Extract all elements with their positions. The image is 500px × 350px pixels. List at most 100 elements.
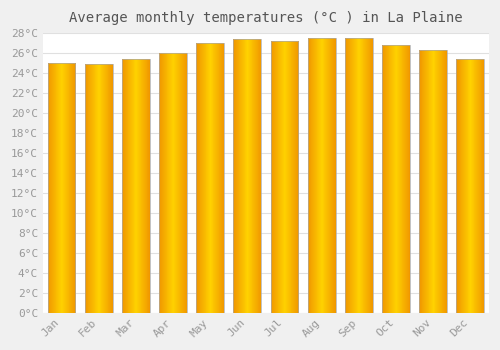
Bar	[394, 45, 395, 313]
Bar	[201, 43, 202, 313]
Bar	[366, 38, 368, 313]
Bar	[288, 41, 289, 313]
Bar	[330, 38, 331, 313]
Bar	[131, 59, 132, 313]
Bar	[294, 41, 295, 313]
Bar	[178, 53, 179, 313]
Bar	[59, 63, 60, 313]
Bar	[141, 59, 142, 313]
Bar	[321, 38, 322, 313]
Bar	[286, 41, 287, 313]
Bar	[174, 53, 175, 313]
Bar	[318, 38, 319, 313]
Bar	[134, 59, 135, 313]
Bar	[273, 41, 274, 313]
Bar	[334, 38, 335, 313]
Bar	[184, 53, 185, 313]
Bar	[444, 50, 445, 313]
Bar	[53, 63, 54, 313]
Bar	[477, 59, 478, 313]
Bar	[276, 41, 277, 313]
Bar	[182, 53, 183, 313]
Bar	[327, 38, 328, 313]
Bar	[364, 38, 365, 313]
Bar	[365, 38, 366, 313]
Bar	[423, 50, 424, 313]
Bar	[166, 53, 167, 313]
Bar	[347, 38, 348, 313]
Bar	[288, 41, 289, 313]
Bar	[310, 38, 311, 313]
Bar	[440, 50, 441, 313]
Bar	[126, 59, 127, 313]
Bar	[52, 63, 53, 313]
Bar	[360, 38, 361, 313]
Bar	[271, 41, 272, 313]
Bar	[466, 59, 467, 313]
Bar	[162, 53, 163, 313]
Bar	[183, 53, 184, 313]
Bar	[326, 38, 327, 313]
Bar	[369, 38, 370, 313]
Bar	[212, 43, 213, 313]
Bar	[480, 59, 481, 313]
Bar	[313, 38, 314, 313]
Bar	[196, 43, 224, 313]
Bar	[429, 50, 430, 313]
Bar	[293, 41, 294, 313]
Bar	[279, 41, 280, 313]
Bar	[205, 43, 206, 313]
Bar	[482, 59, 483, 313]
Bar	[122, 59, 123, 313]
Bar	[396, 45, 397, 313]
Bar	[314, 38, 315, 313]
Bar	[478, 59, 479, 313]
Bar	[88, 64, 89, 313]
Bar	[479, 59, 480, 313]
Bar	[275, 41, 276, 313]
Bar	[401, 45, 402, 313]
Bar	[253, 39, 254, 313]
Bar	[213, 43, 214, 313]
Bar	[289, 41, 290, 313]
Bar	[314, 38, 315, 313]
Bar	[248, 39, 250, 313]
Bar	[357, 38, 358, 313]
Bar	[456, 59, 457, 313]
Bar	[66, 63, 67, 313]
Bar	[109, 64, 110, 313]
Bar	[474, 59, 475, 313]
Bar	[219, 43, 220, 313]
Bar	[240, 39, 241, 313]
Bar	[242, 39, 243, 313]
Bar	[277, 41, 278, 313]
Bar	[256, 39, 257, 313]
Bar	[428, 50, 429, 313]
Bar	[456, 59, 484, 313]
Bar	[90, 64, 91, 313]
Bar	[254, 39, 255, 313]
Bar	[101, 64, 102, 313]
Bar	[94, 64, 95, 313]
Bar	[199, 43, 200, 313]
Bar	[140, 59, 141, 313]
Bar	[322, 38, 323, 313]
Bar	[395, 45, 396, 313]
Bar	[432, 50, 433, 313]
Bar	[99, 64, 100, 313]
Bar	[122, 59, 150, 313]
Bar	[51, 63, 52, 313]
Bar	[385, 45, 386, 313]
Bar	[100, 64, 101, 313]
Bar	[297, 41, 298, 313]
Bar	[136, 59, 137, 313]
Bar	[405, 45, 406, 313]
Bar	[125, 59, 126, 313]
Bar	[349, 38, 350, 313]
Bar	[425, 50, 426, 313]
Bar	[223, 43, 224, 313]
Bar	[146, 59, 147, 313]
Bar	[442, 50, 443, 313]
Bar	[200, 43, 201, 313]
Bar	[320, 38, 322, 313]
